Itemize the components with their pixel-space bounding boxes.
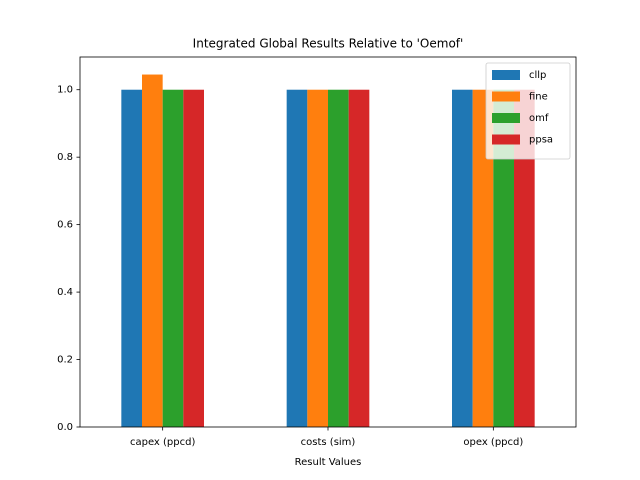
bar [286, 89, 308, 428]
bar [183, 89, 204, 428]
y-tick-label: 0.2 [57, 355, 73, 366]
bar [452, 89, 473, 428]
y-tick-label: 0.4 [57, 287, 73, 298]
legend-swatch [492, 134, 520, 145]
legend-label: omf [529, 113, 549, 124]
bar [307, 89, 328, 428]
axes-frame [79, 56, 577, 428]
x-axis-label: Result Values [295, 457, 362, 468]
legend-swatch [492, 70, 520, 80]
bar [121, 89, 142, 428]
legend-swatch [492, 91, 520, 102]
legend-swatch [492, 113, 520, 123]
bar [328, 89, 349, 428]
y-tick-label: 0.6 [57, 220, 73, 231]
legend-label: ppsa [529, 135, 553, 146]
y-tick-label: 1.0 [57, 85, 73, 96]
x-tick-label: costs (sim) [301, 437, 356, 448]
bar [162, 89, 184, 428]
bar [493, 89, 514, 428]
legend-label: fine [529, 92, 548, 103]
y-tick-label: 0.0 [57, 422, 73, 433]
bar [142, 74, 163, 427]
y-tick-label: 0.8 [57, 152, 73, 163]
bar [472, 89, 494, 428]
bar [514, 89, 535, 428]
bar [348, 89, 370, 428]
chart-title: Integrated Global Results Relative to 'O… [193, 37, 464, 51]
x-tick-label: capex (ppcd) [130, 437, 195, 448]
x-tick-label: opex (ppcd) [463, 437, 523, 448]
legend-label: cllp [529, 70, 546, 81]
